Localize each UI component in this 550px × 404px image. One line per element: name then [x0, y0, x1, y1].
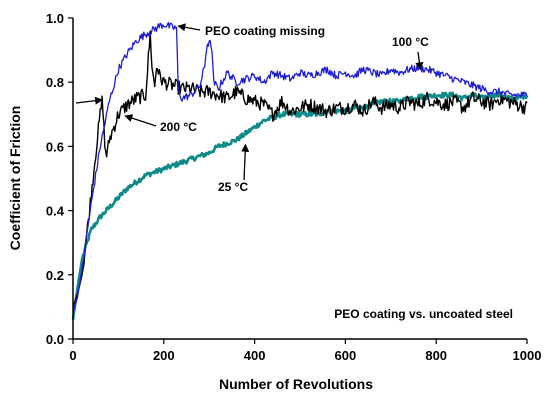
y-tick-label: 1.0 [46, 11, 64, 26]
anno-25c-arrow [241, 143, 250, 181]
axes-layer: 0 200 400 600 800 1000 0.0 0.2 0.4 0.6 0.8 1.0 [46, 11, 542, 363]
x-tick-label: 400 [244, 348, 266, 363]
y-axis-label: Coefficient of Friction [7, 106, 23, 251]
x-tick-label: 1000 [513, 348, 542, 363]
anno-200c-arrow [124, 114, 157, 127]
x-tick-label: 600 [335, 348, 357, 363]
x-tick-label: 200 [153, 348, 175, 363]
series-layer [71, 21, 529, 320]
anno-peo-coating-missing-label: PEO coating missing [205, 24, 325, 38]
y-tick-label: 0.2 [46, 268, 64, 283]
anno-peo-vs-steel-label: PEO coating vs. uncoated steel [334, 307, 513, 321]
y-tick-label: 0.4 [46, 204, 65, 219]
y-tick-label: 0.8 [46, 75, 64, 90]
y-tick-label: 0.6 [46, 139, 64, 154]
x-tick-label: 800 [425, 348, 447, 363]
x-axis-label: Number of Revolutions [219, 376, 373, 392]
anno-100c-arrow [415, 51, 424, 71]
series-line-200-c [72, 30, 528, 308]
y-tick-label: 0.0 [46, 332, 64, 347]
x-tick-label: 0 [69, 348, 76, 363]
series-line-25-c [71, 91, 529, 320]
anno-arrow-arrow [75, 96, 104, 105]
anno-100c-label: 100 °C [392, 35, 429, 49]
anno-peo-coating-missing-arrow [177, 23, 201, 32]
anno-200c-label: 200 °C [160, 120, 197, 134]
series-line-100-c [72, 21, 528, 314]
anno-25c-label: 25 °C [218, 180, 248, 194]
annotation-layer: PEO coating missing 100 °C 200 °C 25 °C PEO … [75, 23, 513, 321]
